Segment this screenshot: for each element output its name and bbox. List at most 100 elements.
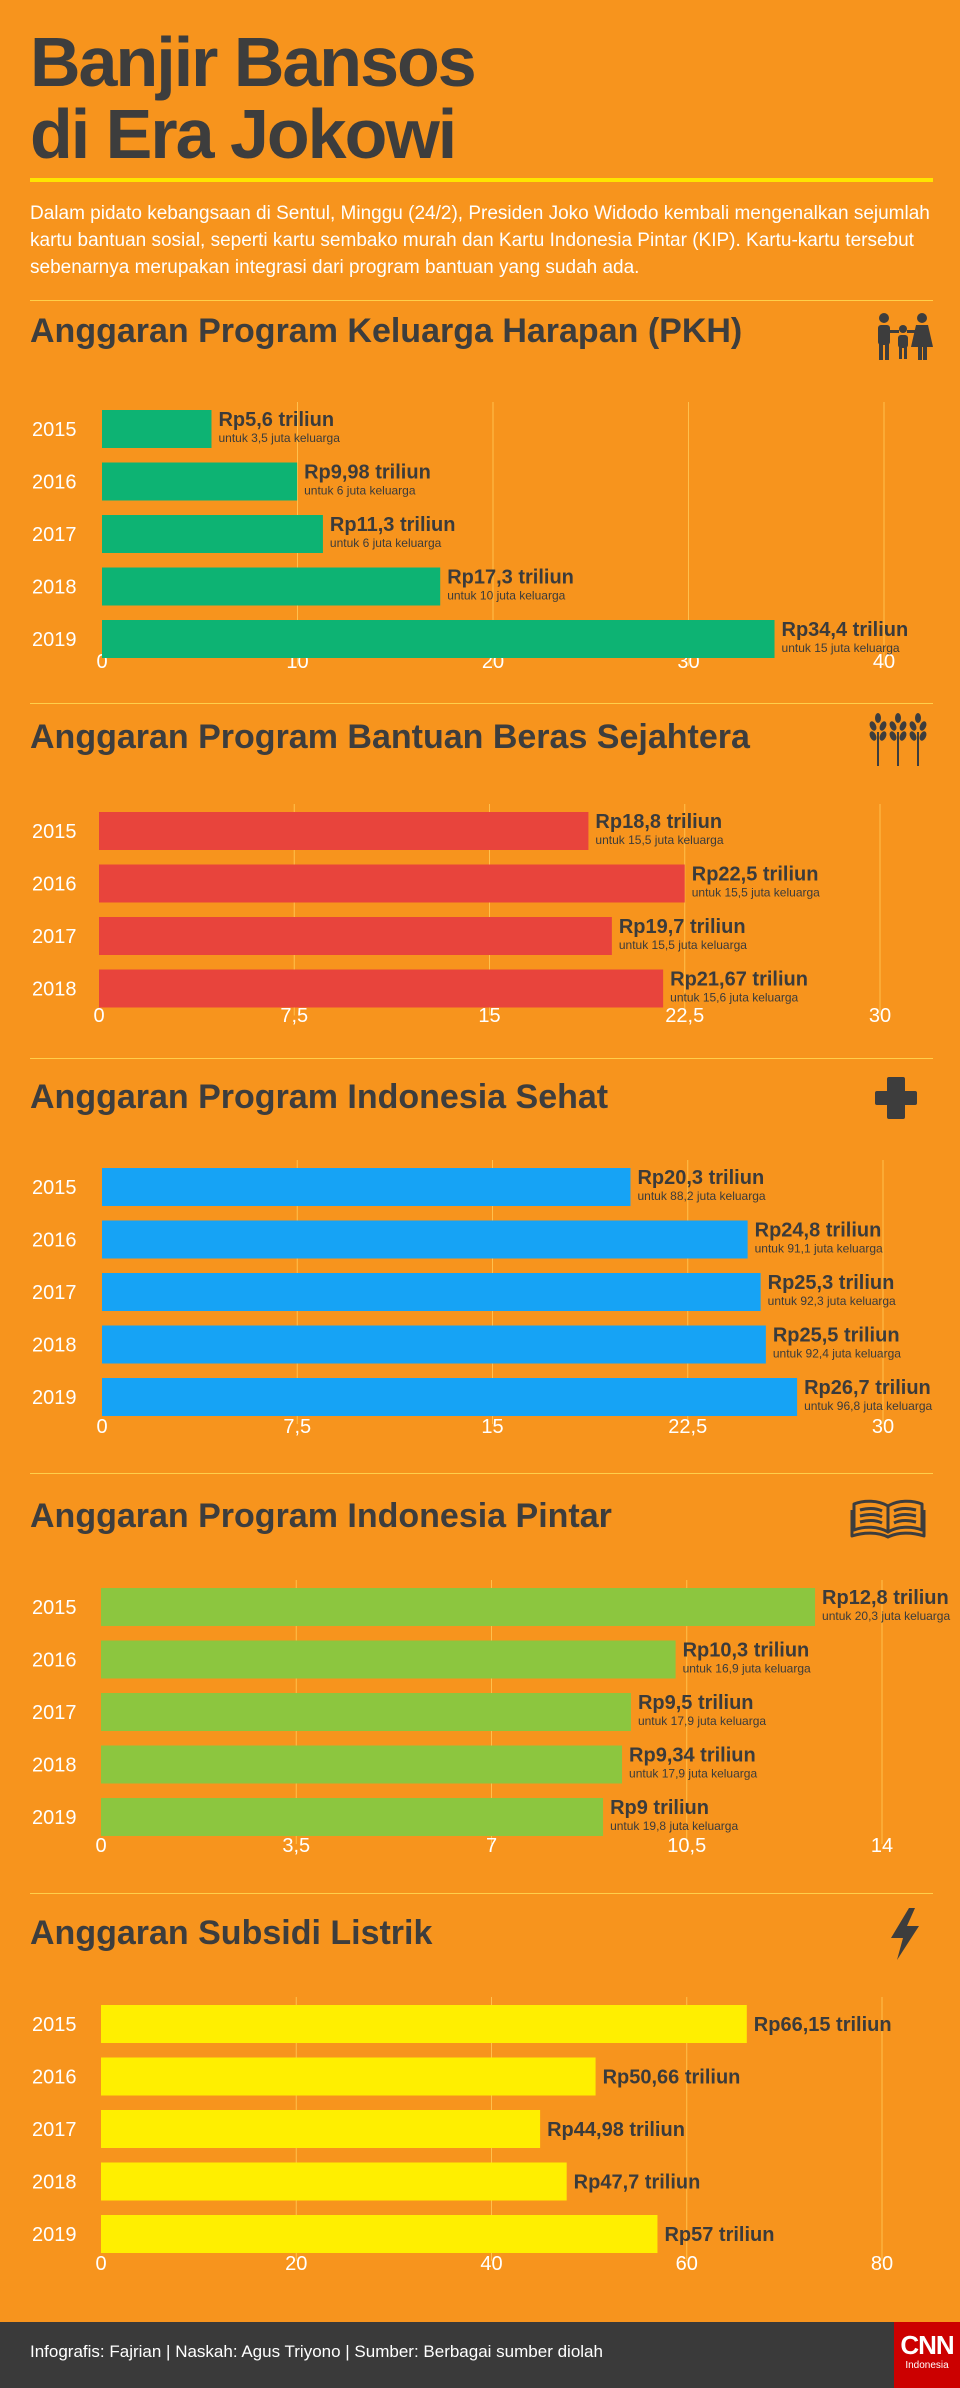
title-line-2: di Era Jokowi bbox=[30, 95, 457, 173]
footer-bar: Infografis: Fajrian | Naskah: Agus Triyo… bbox=[0, 2322, 960, 2388]
year-label: 2018 bbox=[32, 577, 77, 599]
bar-sub-label: untuk 3,5 juta keluarga bbox=[218, 431, 340, 445]
logo-mark: CNN bbox=[900, 2330, 954, 2360]
bar bbox=[101, 2162, 567, 2201]
year-label: 2018 bbox=[32, 1335, 77, 1357]
year-label: 2019 bbox=[32, 2224, 77, 2246]
bar bbox=[101, 1640, 676, 1679]
x-tick-label: 10,5 bbox=[667, 1835, 706, 1857]
x-tick-label: 3,5 bbox=[282, 1835, 310, 1857]
year-label: 2017 bbox=[32, 1282, 77, 1304]
bar-value-label: Rp11,3 triliun bbox=[330, 514, 456, 536]
bar-value-label: Rp21,67 triliun bbox=[670, 969, 808, 991]
bar bbox=[99, 969, 664, 1008]
bar-sub-label: untuk 91,1 juta keluarga bbox=[755, 1242, 883, 1256]
bar-value-label: Rp9,34 triliun bbox=[629, 1745, 756, 1767]
year-label: 2019 bbox=[32, 1387, 77, 1409]
bar bbox=[102, 1168, 631, 1206]
x-tick-label: 7 bbox=[486, 1835, 497, 1857]
x-tick-label: 40 bbox=[873, 651, 895, 673]
bar bbox=[99, 917, 612, 955]
year-label: 2016 bbox=[32, 472, 77, 494]
year-label: 2016 bbox=[32, 874, 77, 896]
bar-sub-label: untuk 15,6 juta keluarga bbox=[670, 991, 798, 1005]
bar-sub-label: untuk 88,2 juta keluarga bbox=[637, 1189, 765, 1203]
bar-sub-label: untuk 19,8 juta keluarga bbox=[610, 1819, 738, 1833]
bar-value-label: Rp5,6 triliun bbox=[218, 409, 334, 431]
bar-value-label: Rp9,98 triliun bbox=[304, 462, 431, 484]
year-label: 2019 bbox=[32, 1807, 77, 1829]
section-divider bbox=[30, 1893, 933, 1894]
bar bbox=[102, 620, 775, 658]
year-label: 2016 bbox=[32, 1230, 77, 1252]
x-tick-label: 0 bbox=[93, 1005, 104, 1027]
bar-sub-label: untuk 96,8 juta keluarga bbox=[804, 1399, 932, 1413]
bar-value-label: Rp50,66 triliun bbox=[603, 2067, 741, 2089]
bar-value-label: Rp47,7 triliun bbox=[574, 2172, 701, 2194]
year-label: 2017 bbox=[32, 524, 77, 546]
section-divider bbox=[30, 300, 933, 301]
bar-value-label: Rp22,5 triliun bbox=[692, 864, 819, 886]
bar bbox=[101, 2057, 596, 2096]
bar-value-label: Rp9,5 triliun bbox=[638, 1692, 754, 1714]
section-title-kip: Anggaran Program Indonesia Pintar bbox=[30, 1497, 612, 1535]
bar-sub-label: untuk 92,3 juta keluarga bbox=[768, 1294, 896, 1308]
bar-sub-label: untuk 15 juta keluarga bbox=[782, 641, 900, 655]
bar bbox=[102, 410, 212, 448]
bar-value-label: Rp10,3 triliun bbox=[683, 1640, 810, 1662]
x-tick-label: 30 bbox=[872, 1416, 894, 1438]
bar bbox=[102, 1378, 798, 1416]
bar-value-label: Rp19,7 triliun bbox=[619, 916, 746, 938]
year-label: 2016 bbox=[32, 2067, 77, 2089]
bar-sub-label: untuk 10 juta keluarga bbox=[447, 589, 565, 603]
section-divider bbox=[30, 1473, 933, 1474]
x-tick-label: 0 bbox=[96, 1416, 107, 1438]
x-tick-label: 15 bbox=[478, 1005, 500, 1027]
bar bbox=[99, 812, 589, 850]
section-title-kis: Anggaran Program Indonesia Sehat bbox=[30, 1078, 609, 1116]
year-label: 2018 bbox=[32, 1755, 77, 1777]
x-tick-label: 22,5 bbox=[668, 1416, 707, 1438]
year-label: 2016 bbox=[32, 1650, 77, 1672]
bar-sub-label: untuk 17,9 juta keluarga bbox=[629, 1767, 757, 1781]
bar bbox=[101, 2110, 541, 2148]
x-tick-label: 14 bbox=[871, 1835, 893, 1857]
x-tick-label: 40 bbox=[480, 2253, 502, 2275]
bar-value-label: Rp9 triliun bbox=[610, 1797, 709, 1819]
bar bbox=[101, 1588, 816, 1626]
bar bbox=[102, 462, 298, 501]
bar bbox=[102, 515, 323, 553]
bar-value-label: Rp66,15 triliun bbox=[754, 2014, 892, 2036]
page-title: Banjir Bansos di Era Jokowi bbox=[30, 26, 910, 170]
year-label: 2015 bbox=[32, 2014, 77, 2036]
bar-value-label: Rp17,3 triliun bbox=[447, 567, 574, 589]
x-tick-label: 15 bbox=[481, 1416, 503, 1438]
chart-listrik: 0 20 40 60 80 2015 Rp66,15 triliun 2016 Rp50,66 … bbox=[32, 1997, 893, 2275]
x-tick-label: 0 bbox=[95, 1835, 106, 1857]
x-tick-label: 7,5 bbox=[280, 1005, 308, 1027]
year-label: 2015 bbox=[32, 1177, 77, 1199]
lightning-icon bbox=[891, 1908, 919, 1960]
bar bbox=[101, 2215, 658, 2253]
year-label: 2018 bbox=[32, 2172, 77, 2194]
bar-sub-label: untuk 20,3 juta keluarga bbox=[822, 1609, 950, 1623]
x-tick-label: 0 bbox=[96, 651, 107, 673]
year-label: 2015 bbox=[32, 821, 77, 843]
year-label: 2019 bbox=[32, 629, 77, 651]
x-tick-label: 7,5 bbox=[283, 1416, 311, 1438]
year-label: 2017 bbox=[32, 2119, 77, 2141]
bar-value-label: Rp25,3 triliun bbox=[768, 1272, 895, 1294]
section-divider bbox=[30, 703, 933, 704]
year-label: 2015 bbox=[32, 1597, 77, 1619]
bar-sub-label: untuk 17,9 juta keluarga bbox=[638, 1714, 766, 1728]
section-divider bbox=[30, 1058, 933, 1059]
bar-value-label: Rp18,8 triliun bbox=[595, 811, 722, 833]
x-tick-label: 60 bbox=[676, 2253, 698, 2275]
bar-value-label: Rp26,7 triliun bbox=[804, 1377, 931, 1399]
bar-sub-label: untuk 15,5 juta keluarga bbox=[619, 938, 747, 952]
health-cross-icon bbox=[875, 1077, 917, 1119]
bar-value-label: Rp34,4 triliun bbox=[782, 619, 909, 641]
bar-value-label: Rp25,5 triliun bbox=[773, 1325, 900, 1347]
